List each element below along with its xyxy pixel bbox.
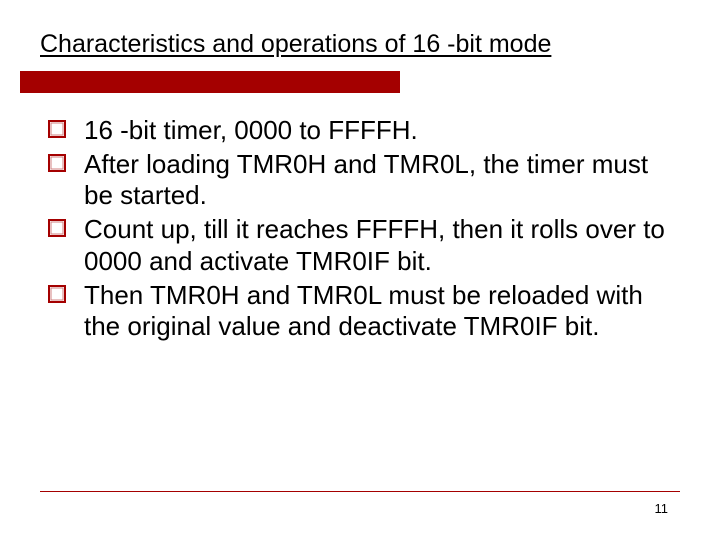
list-item: After loading TMR0H and TMR0L, the timer… xyxy=(40,149,680,212)
list-item: Count up, till it reaches FFFFH, then it… xyxy=(40,214,680,277)
square-bullet-icon xyxy=(48,120,66,138)
list-item-text: Count up, till it reaches FFFFH, then it… xyxy=(84,214,665,276)
footer-divider xyxy=(40,491,680,492)
square-bullet-icon xyxy=(48,219,66,237)
accent-bar xyxy=(20,71,400,93)
list-item: Then TMR0H and TMR0L must be reloaded wi… xyxy=(40,280,680,343)
list-item-text: After loading TMR0H and TMR0L, the timer… xyxy=(84,149,648,211)
slide-title: Characteristics and operations of 16 -bi… xyxy=(40,30,680,59)
list-item: 16 -bit timer, 0000 to FFFFH. xyxy=(40,115,680,147)
bullet-list: 16 -bit timer, 0000 to FFFFH. After load… xyxy=(40,115,680,343)
page-number: 11 xyxy=(655,501,669,516)
square-bullet-icon xyxy=(48,154,66,172)
list-item-text: Then TMR0H and TMR0L must be reloaded wi… xyxy=(84,280,643,342)
slide: Characteristics and operations of 16 -bi… xyxy=(0,0,720,540)
list-item-text: 16 -bit timer, 0000 to FFFFH. xyxy=(84,115,418,145)
square-bullet-icon xyxy=(48,285,66,303)
